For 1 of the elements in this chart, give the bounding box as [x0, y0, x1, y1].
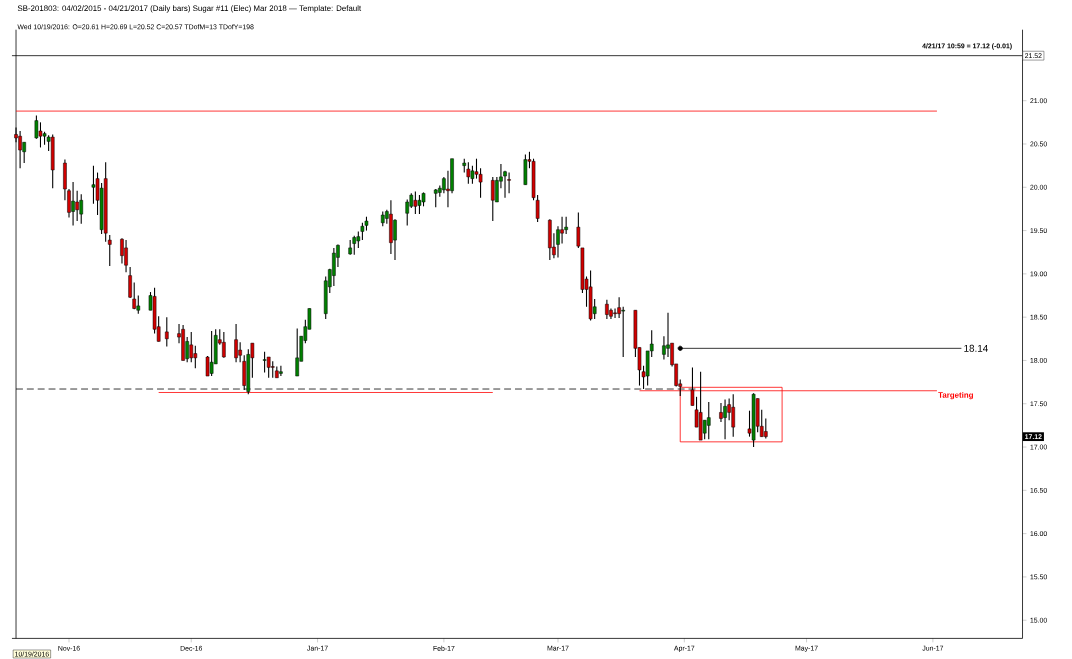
series-label: 18.14 [964, 344, 988, 352]
